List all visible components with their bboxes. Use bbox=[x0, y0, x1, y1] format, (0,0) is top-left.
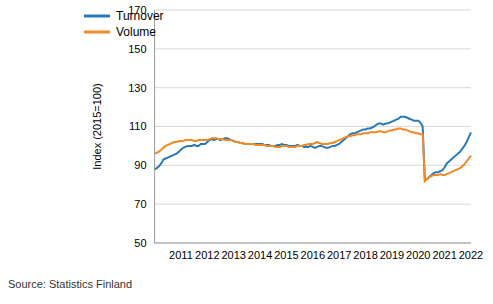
svg-text:150: 150 bbox=[128, 43, 146, 55]
svg-text:2017: 2017 bbox=[327, 249, 351, 261]
svg-text:2015: 2015 bbox=[274, 249, 298, 261]
svg-text:2020: 2020 bbox=[406, 249, 430, 261]
svg-text:90: 90 bbox=[134, 159, 146, 171]
svg-text:Index (2015=100): Index (2015=100) bbox=[91, 83, 103, 170]
svg-text:2019: 2019 bbox=[380, 249, 404, 261]
svg-text:2016: 2016 bbox=[301, 249, 325, 261]
svg-text:2014: 2014 bbox=[248, 249, 272, 261]
svg-text:2013: 2013 bbox=[221, 249, 245, 261]
svg-text:2021: 2021 bbox=[432, 249, 456, 261]
svg-text:70: 70 bbox=[134, 198, 146, 210]
svg-text:2022: 2022 bbox=[459, 249, 483, 261]
svg-text:130: 130 bbox=[128, 82, 146, 94]
svg-text:170: 170 bbox=[128, 4, 146, 16]
svg-text:2011: 2011 bbox=[169, 249, 193, 261]
svg-text:110: 110 bbox=[129, 120, 147, 132]
svg-text:2012: 2012 bbox=[195, 249, 219, 261]
svg-text:2018: 2018 bbox=[353, 249, 377, 261]
svg-text:50: 50 bbox=[134, 237, 146, 249]
